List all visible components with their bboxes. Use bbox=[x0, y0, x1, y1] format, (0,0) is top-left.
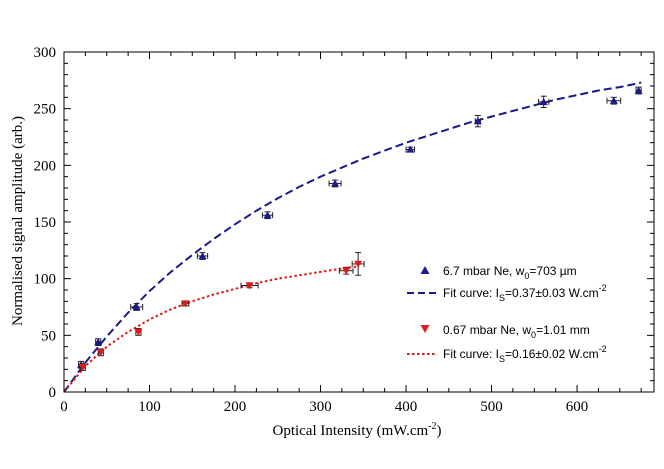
x-tick-label: 500 bbox=[480, 399, 503, 415]
y-tick-label: 150 bbox=[34, 215, 57, 231]
y-tick-label: 300 bbox=[34, 45, 57, 61]
data-point bbox=[134, 328, 143, 336]
axes: 0 100 200 300 400 500 600 0 50 100 150 200 250 300 bbox=[34, 45, 654, 415]
marker-triangle-down bbox=[245, 282, 254, 290]
fit-curve-red bbox=[63, 265, 360, 393]
legend-marker-blue bbox=[420, 266, 430, 274]
data-point bbox=[240, 282, 259, 290]
marker-triangle-up bbox=[198, 252, 207, 260]
data-point bbox=[405, 145, 416, 153]
legend-label-red-fit: Fit curve: IS=0.16±0.02 W.cm-2 bbox=[443, 344, 607, 364]
fit-curve-blue bbox=[63, 81, 642, 393]
marker-triangle-down bbox=[78, 363, 87, 372]
y-tick-label: 200 bbox=[34, 158, 57, 174]
data-point bbox=[96, 348, 105, 357]
y-axis-label: Normalised signal amplitude (arb.) bbox=[10, 116, 26, 326]
legend-label-blue-fit: Fit curve: IS=0.37±0.03 W.cm-2 bbox=[443, 283, 607, 303]
y-tick-label: 250 bbox=[34, 102, 57, 118]
y-tick-label: 0 bbox=[49, 385, 57, 401]
x-tick-label: 200 bbox=[224, 399, 247, 415]
marker-triangle-down bbox=[354, 260, 363, 268]
data-point bbox=[261, 211, 274, 220]
x-tick-label: 0 bbox=[60, 399, 68, 415]
fit-curves bbox=[63, 81, 642, 393]
marker-triangle-up bbox=[634, 86, 643, 94]
plot-area bbox=[63, 51, 655, 393]
marker-triangle-down bbox=[181, 300, 190, 308]
data-point bbox=[351, 252, 365, 276]
data-point bbox=[130, 303, 144, 311]
legend-label-blue-data: 6.7 mbar Ne, w0=703 µm bbox=[443, 264, 577, 281]
marker-triangle-up bbox=[94, 338, 103, 346]
plot-frame bbox=[63, 51, 655, 393]
marker-triangle-down bbox=[134, 328, 143, 336]
y-tick-label: 50 bbox=[41, 328, 56, 344]
data-point bbox=[538, 95, 550, 109]
marker-triangle-up bbox=[473, 117, 482, 125]
data-point bbox=[196, 252, 209, 260]
data-point bbox=[338, 266, 354, 275]
data-point bbox=[473, 114, 482, 128]
data-point bbox=[78, 363, 87, 372]
y-tick-label: 100 bbox=[34, 272, 57, 288]
x-axis-label: Optical Intensity (mW.cm-2) bbox=[272, 421, 441, 439]
marker-triangle-down bbox=[96, 349, 105, 357]
marker-triangle-up bbox=[331, 179, 340, 187]
data-point bbox=[634, 86, 643, 95]
data-point bbox=[181, 300, 190, 308]
marker-triangle-up bbox=[406, 145, 415, 153]
marker-triangle-up bbox=[263, 211, 272, 219]
marker-triangle-up bbox=[609, 96, 618, 104]
legend-marker-red bbox=[420, 325, 430, 333]
data-point bbox=[94, 338, 103, 347]
x-tick-label: 100 bbox=[138, 399, 161, 415]
x-tick-label: 300 bbox=[309, 399, 332, 415]
data-points bbox=[77, 86, 643, 372]
data-point bbox=[328, 179, 342, 188]
legend-label-red-data: 0.67 mbar Ne, w0=1.01 mm bbox=[443, 323, 590, 340]
x-tick-label: 600 bbox=[566, 399, 589, 415]
marker-triangle-up bbox=[539, 97, 548, 106]
marker-triangle-up bbox=[132, 303, 141, 311]
marker-triangle-down bbox=[342, 267, 351, 275]
legend: 6.7 mbar Ne, w0=703 µm Fit curve: IS=0.3… bbox=[407, 264, 607, 364]
data-point bbox=[606, 96, 622, 105]
x-tick-label: 400 bbox=[395, 399, 418, 415]
